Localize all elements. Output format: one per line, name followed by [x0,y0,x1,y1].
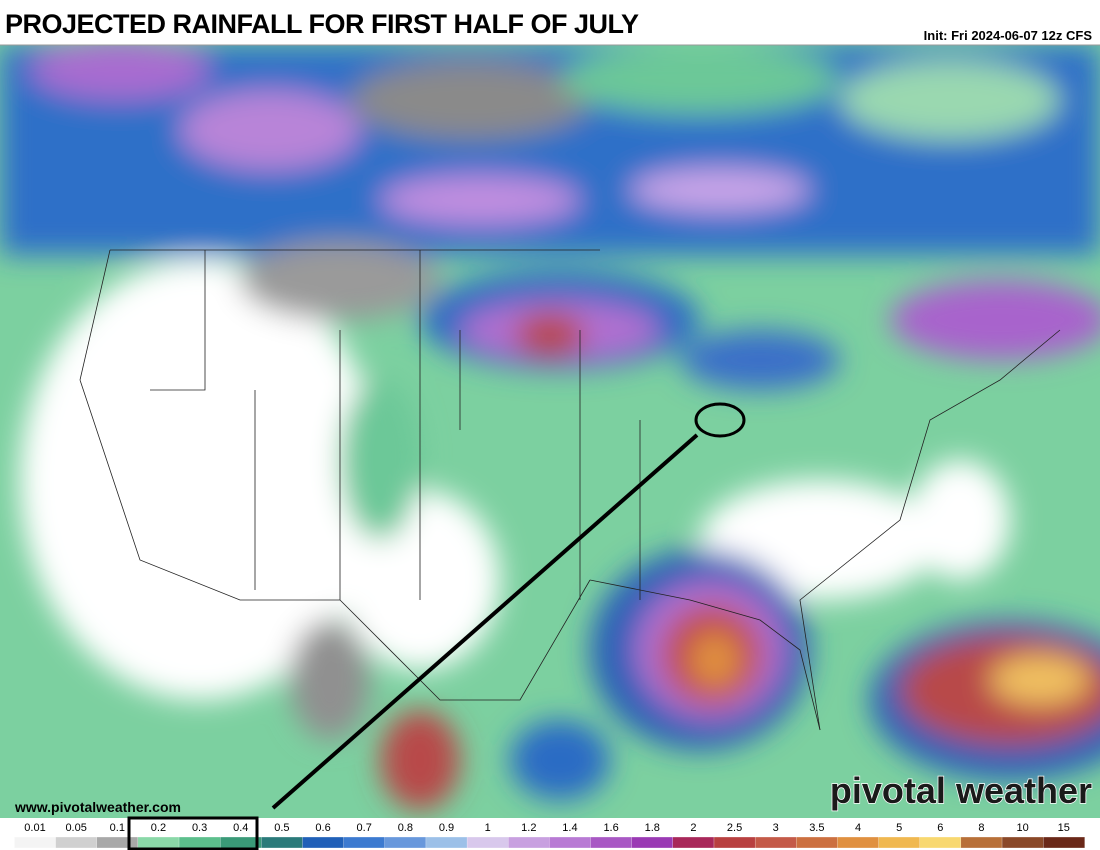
legend-label: 0.2 [151,822,166,834]
legend-label: 5 [896,822,902,834]
boundaries [79,249,1061,731]
legend-label: 10 [1016,822,1028,834]
legend-label: 0.1 [110,822,125,834]
legend-swatch [919,836,962,849]
legend-label: 1.8 [645,822,660,834]
legend-swatch [1043,836,1085,849]
legend-label: 0.01 [24,822,45,834]
legend-swatch [178,836,221,849]
legend-label: 6 [937,822,943,834]
annotation-line [271,433,699,810]
legend-swatch [631,836,674,849]
legend-label: 0.4 [233,822,248,834]
legend-label: 15 [1058,822,1070,834]
legend-label: 1.6 [603,822,618,834]
legend-label: 0.6 [315,822,330,834]
init-time: Init: Fri 2024-06-07 12z CFS [924,28,1093,43]
legend-swatch [796,836,839,849]
annotation-circle [694,402,746,438]
legend-swatch [713,836,756,849]
legend-swatch [137,836,180,849]
legend-swatch [590,836,633,849]
legend-swatch [466,836,509,849]
title: PROJECTED RAINFALL FOR FIRST HALF OF JUL… [5,9,639,39]
legend-label: 8 [978,822,984,834]
legend-label: 0.05 [65,822,86,834]
legend-swatch [302,836,345,849]
legend-label: 0.3 [192,822,207,834]
legend-swatch [1001,836,1044,849]
legend-swatch [960,836,1003,849]
legend-highlight [127,816,259,850]
legend-swatch [14,836,57,849]
legend-label: 0.7 [357,822,372,834]
legend-swatch [837,836,880,849]
legend-swatch [425,836,468,849]
legend-swatch [508,836,551,849]
legend-swatch [261,836,304,849]
legend-label: 3 [773,822,779,834]
legend-label: 1.4 [562,822,577,834]
legend-label: 3.5 [809,822,824,834]
legend-label: 0.8 [398,822,413,834]
legend-label: 2.5 [727,822,742,834]
legend-swatch [672,836,715,849]
legend-swatch [384,836,427,849]
legend-label: 4 [855,822,861,834]
website: www.pivotalweather.com [14,799,181,815]
legend-label: 0.9 [439,822,454,834]
watermark: pivotal weather [830,770,1092,811]
legend-swatch [878,836,921,849]
legend-swatch [343,836,386,849]
legend-label: 0.5 [274,822,289,834]
rainfall-field [0,45,1100,818]
legend: 0.01 0.05 0.1 0.2 0.3 0.4 0.5 0.6 0.7 0.8 0.9 1 1.2 1… [14,822,1085,849]
legend-swatch [96,836,139,849]
legend-label: 2 [690,822,696,834]
legend-label: 1.2 [521,822,536,834]
legend-label: 1 [485,822,491,834]
legend-swatch [549,836,592,849]
legend-swatch [55,836,98,849]
legend-swatch [754,836,797,849]
